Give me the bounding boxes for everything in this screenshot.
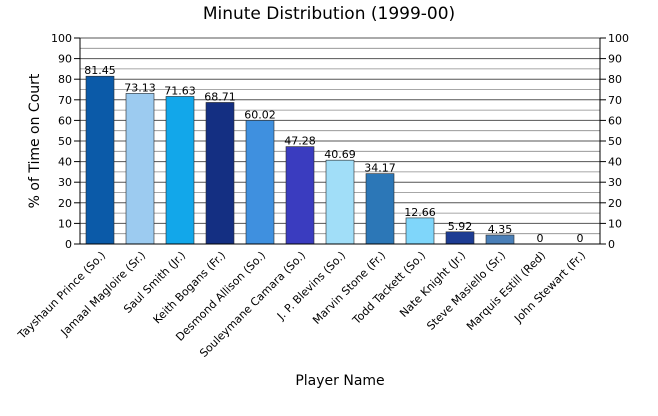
y-tick-label-right: 100 (608, 32, 629, 45)
data-label: 12.66 (404, 206, 436, 219)
y-tick-label-right: 10 (608, 217, 622, 230)
y-tick-label-right: 30 (608, 176, 622, 189)
bar (485, 234, 515, 245)
bar (165, 96, 195, 245)
bar (125, 93, 155, 245)
y-ticks-right: 0 10 20 30 40 50 60 70 80 90 100 (600, 32, 629, 251)
data-label: 4.35 (488, 223, 513, 236)
data-label: 40.69 (324, 148, 356, 161)
y-tick-label-left: 60 (58, 114, 72, 127)
bar (245, 120, 275, 245)
x-tick-label: Keith Bogans (Fr.) (151, 249, 228, 326)
category-labels: Tayshaun Prince (So.)Jamaal Magloire (Sr… (15, 249, 588, 360)
bar (85, 75, 115, 245)
y-tick-label-right: 80 (608, 73, 622, 86)
y-ticks-left: 0 10 20 30 40 50 60 70 80 90 100 (51, 32, 80, 251)
y-tick-label-left: 0 (65, 238, 72, 251)
data-label: 68.71 (204, 90, 236, 103)
y-tick-label-right: 40 (608, 156, 622, 169)
data-label: 60.02 (244, 108, 276, 121)
data-label: 34.17 (364, 162, 396, 175)
bar (285, 146, 315, 245)
data-label: 81.45 (84, 64, 116, 77)
x-tick-label: Marvin Stone (Fr.) (310, 249, 388, 327)
value-labels: 81.45 73.13 71.63 68.71 60.02 47.28 40.69 34.17… (84, 64, 583, 245)
y-tick-label-left: 90 (58, 53, 72, 66)
bars (85, 75, 515, 245)
data-label: 71.63 (164, 84, 196, 97)
data-label: 73.13 (124, 81, 156, 94)
data-label: 47.28 (284, 135, 316, 148)
data-label: 5.92 (448, 220, 473, 233)
bar (445, 231, 475, 245)
chart-title: Minute Distribution (1999-00) (203, 4, 455, 24)
x-axis-label: Player Name (295, 373, 384, 389)
y-tick-label-left: 30 (58, 176, 72, 189)
x-tick-label: John Stewart (Fr.) (511, 249, 588, 326)
y-tick-label-left: 80 (58, 73, 72, 86)
y-tick-label-left: 20 (58, 197, 72, 210)
y-tick-label-right: 90 (608, 53, 622, 66)
x-tick-label: Steve Masiello (Sr.) (424, 249, 508, 333)
x-tick-label: J. P. Blevins (So.) (274, 249, 348, 323)
data-label: 0 (577, 232, 584, 245)
y-tick-label-right: 20 (608, 197, 622, 210)
y-tick-label-left: 50 (58, 135, 72, 148)
x-tick-label: Todd Tackett (So.) (349, 249, 428, 328)
y-tick-label-left: 100 (51, 32, 72, 45)
data-label: 0 (537, 232, 544, 245)
y-tick-label-right: 70 (608, 94, 622, 107)
y-axis-label: % of Time on Court (27, 73, 43, 208)
bar (325, 159, 355, 245)
bar (365, 173, 395, 245)
y-tick-label-left: 40 (58, 156, 72, 169)
y-tick-label-right: 0 (608, 238, 615, 251)
y-tick-label-left: 10 (58, 217, 72, 230)
y-tick-label-left: 70 (58, 94, 72, 107)
bar (405, 217, 435, 245)
y-tick-label-right: 60 (608, 114, 622, 127)
bar (205, 102, 235, 245)
y-tick-label-right: 50 (608, 135, 622, 148)
